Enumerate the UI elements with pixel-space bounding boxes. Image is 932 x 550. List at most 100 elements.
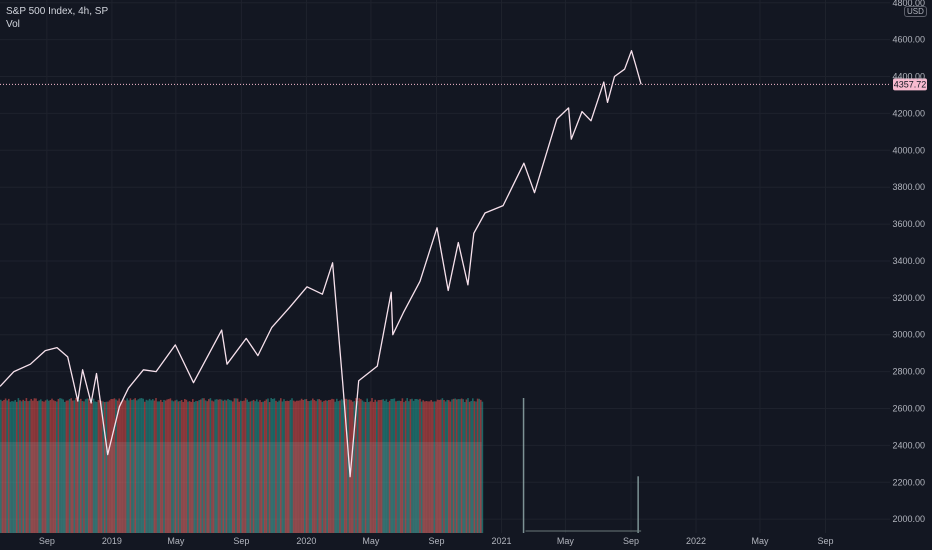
y-tick-label: 2200.00 (892, 477, 925, 487)
volume-bar (254, 401, 256, 533)
volume-bar (265, 399, 268, 533)
volume-legend[interactable]: Vol (6, 19, 20, 30)
price-axis[interactable]: 2000.00 2200.00 2400.00 2600.00 2800.00 3000.… (892, 0, 925, 524)
volume-bar (361, 400, 364, 533)
volume-bar (30, 398, 32, 533)
volume-bar (128, 400, 130, 533)
volume-bar (377, 400, 380, 533)
volume-bar (80, 398, 82, 533)
volume-bar (443, 400, 445, 533)
volume-bar (148, 398, 151, 533)
volume-bar (96, 401, 98, 533)
volume-bar (182, 401, 184, 533)
y-tick-label: 4800.00 (892, 0, 925, 8)
volume-bar (468, 401, 471, 533)
volume-bar (168, 399, 170, 533)
volume-bar (6, 400, 8, 533)
volume-bar (342, 400, 344, 533)
volume-bar (435, 401, 437, 533)
volume-bar (144, 401, 146, 533)
volume-bar (152, 399, 154, 533)
volume-bar (192, 399, 194, 533)
volume-bar (155, 398, 157, 533)
volume-bar (187, 401, 189, 533)
time-axis[interactable]: Sep 2019 May Sep 2020 May Sep 2021 May Sep 2022 May… (39, 536, 834, 546)
volume-bar (126, 398, 128, 533)
volume-bar (224, 399, 226, 533)
volume-bar (243, 400, 245, 533)
volume-bar (84, 399, 87, 533)
price-series (0, 50, 642, 478)
volume-bar (412, 400, 415, 533)
volume-bar (387, 401, 389, 533)
volume-bar (475, 401, 477, 533)
volume-bar (113, 398, 116, 533)
volume-bar (438, 399, 440, 533)
volume-bar (299, 400, 301, 533)
volume-bar (262, 401, 264, 533)
volume-bar (380, 399, 383, 533)
volume-bar (94, 401, 96, 533)
price-line (0, 50, 642, 478)
volume-bar (240, 400, 242, 533)
volume-bar (214, 399, 216, 533)
volume-bar (637, 476, 639, 533)
volume-bar (398, 400, 400, 533)
volume-bar (300, 398, 303, 533)
volume-bar (305, 399, 308, 533)
volume-bar (275, 400, 277, 533)
volume-bar (160, 399, 162, 533)
volume-bar (9, 401, 12, 533)
volume-bar (454, 398, 456, 533)
volume-bar (91, 401, 93, 533)
volume-bar (81, 400, 84, 533)
volume-bar (422, 400, 424, 533)
volume-bar (278, 400, 280, 533)
volume-bar (236, 398, 239, 533)
x-tick-label: 2020 (296, 536, 316, 546)
volume-bar (403, 402, 405, 533)
volume-bar (246, 399, 248, 533)
volume-bar (68, 399, 71, 533)
volume-bar (54, 401, 56, 533)
volume-bar (481, 401, 484, 533)
volume-bar (404, 400, 407, 533)
volume-bar (451, 399, 453, 533)
volume-bar (116, 400, 119, 533)
volume-bar (336, 398, 338, 533)
volume-bar (358, 398, 360, 533)
symbol-legend[interactable]: S&P 500 Index, 4h, SP (6, 6, 109, 17)
volume-bar (288, 401, 290, 533)
volume-bar (16, 401, 18, 533)
volume-bar (12, 401, 15, 533)
y-tick-label: 3600.00 (892, 219, 925, 229)
x-tick-label: May (362, 536, 380, 546)
volume-bar (76, 398, 79, 533)
volume-bar (388, 400, 391, 533)
volume-bar (347, 399, 349, 533)
volume-bar (384, 400, 386, 533)
volume-bar (0, 399, 2, 533)
volume-bar (420, 401, 423, 533)
volume-bar (433, 401, 436, 533)
volume-bar (25, 398, 28, 533)
volume-bar (139, 398, 141, 533)
y-tick-label: 4000.00 (892, 145, 925, 155)
volume-bar (104, 402, 106, 533)
volume-bar (372, 401, 375, 533)
volume-bar (142, 398, 144, 533)
volume-bar (193, 401, 196, 533)
volume-bar (70, 398, 72, 533)
currency-badge[interactable]: USD (904, 6, 927, 17)
volume-bar (65, 400, 68, 533)
volume-bar (284, 401, 287, 533)
volume-bar (283, 399, 285, 533)
volume-bar (267, 398, 269, 533)
volume-bar (190, 401, 192, 533)
volume-bar (49, 400, 52, 533)
volume-bar (102, 401, 104, 533)
volume-bar (36, 401, 39, 533)
volume-bar (86, 398, 88, 533)
volume-bar (216, 399, 218, 533)
